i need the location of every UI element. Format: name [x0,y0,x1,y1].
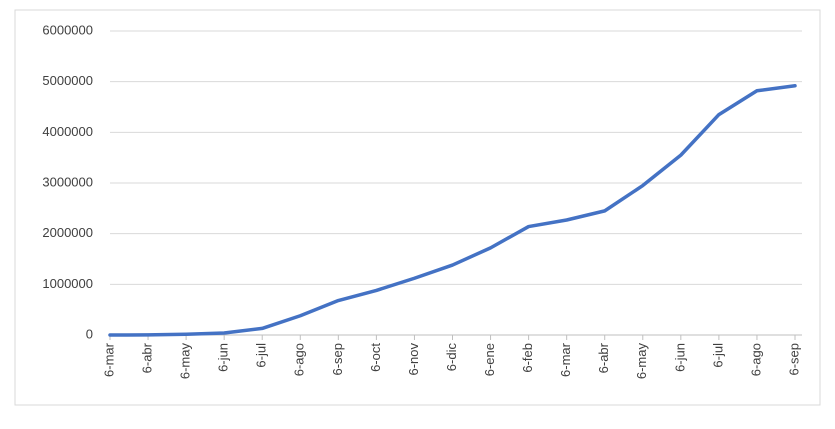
y-tick-label: 3000000 [42,174,93,189]
x-tick-label: 6-jun [216,343,231,372]
x-tick-label: 6-ene [482,343,497,376]
x-tick-label: 6-jul [254,343,269,368]
x-tick-label: 6-abr [139,342,154,373]
y-tick-label: 6000000 [42,22,93,37]
x-tick-label: 6-feb [520,343,535,373]
chart-frame [14,9,821,406]
x-tick-label: 6-mar [558,342,573,377]
x-tick-label: 6-ago [292,343,307,376]
x-tick-label: 6-jul [710,343,725,368]
x-tick-label: 6-jun [672,343,687,372]
y-tick-label: 5000000 [42,73,93,88]
x-tick-label: 6-sep [330,343,345,376]
x-tick-label: 6-oct [368,343,383,372]
x-tick-label: 6-may [178,343,193,380]
x-tick-label: 6-sep [786,343,801,376]
x-tick-label: 6-ago [748,343,763,376]
y-tick-label: 4000000 [42,124,93,139]
y-tick-label: 0 [86,326,93,341]
y-tick-label: 1000000 [42,276,93,291]
x-tick-label: 6-mar [101,342,116,377]
x-tick-label: 6-dic [444,343,459,372]
y-tick-label: 2000000 [42,225,93,240]
x-tick-label: 6-may [634,343,649,380]
x-tick-label: 6-nov [406,343,421,376]
data-line [108,83,797,337]
x-tick-label: 6-abr [596,342,611,373]
